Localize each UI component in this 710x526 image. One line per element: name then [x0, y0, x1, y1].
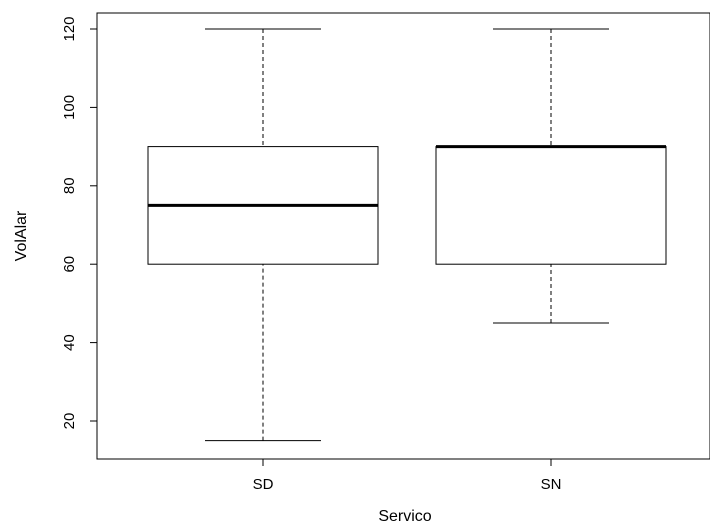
boxes-layer	[147, 28, 667, 442]
y-tick-label: 120	[61, 16, 78, 41]
box-SN	[435, 28, 667, 324]
y-tick-label: 80	[61, 177, 78, 194]
x-axis-title: Servico	[378, 508, 431, 525]
iqr-box	[435, 146, 667, 265]
x-tick-label: SD	[253, 476, 274, 493]
y-axis-title: VolAlar	[13, 210, 30, 261]
y-tick-label: 60	[61, 256, 78, 273]
box-SD	[147, 28, 379, 442]
y-axis: 20 40 60 80 100 120	[61, 16, 98, 430]
y-tick-label: 20	[61, 413, 78, 430]
y-tick-label: 100	[61, 95, 78, 120]
y-tick-label: 40	[61, 334, 78, 351]
x-axis: SD SN	[253, 458, 562, 493]
x-tick-label: SN	[541, 476, 562, 493]
